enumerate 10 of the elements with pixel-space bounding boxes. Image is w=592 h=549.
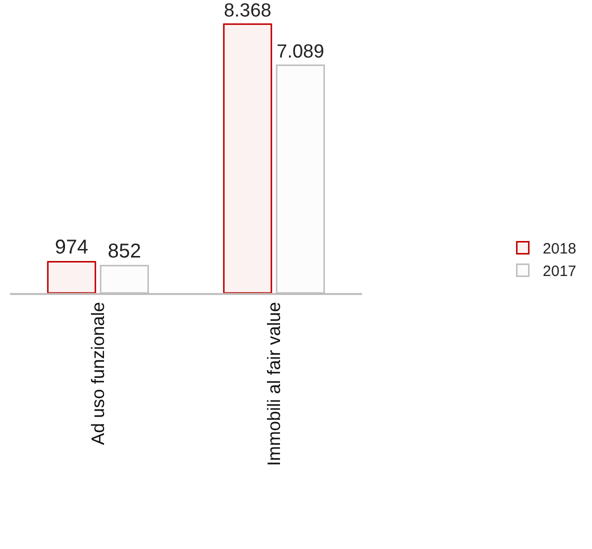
- bar: [223, 23, 272, 293]
- legend-label: 2017: [542, 263, 576, 280]
- data-label: 8.368: [224, 0, 272, 22]
- x-tick-label: Ad uso funzionale: [88, 302, 108, 446]
- data-label: 974: [54, 236, 88, 259]
- bar: [47, 260, 96, 293]
- x-tick-label: Immobili al fair value: [264, 302, 284, 466]
- data-label: 7.089: [276, 41, 324, 62]
- legend-label: 2018: [542, 240, 576, 258]
- data-label: 852: [108, 240, 142, 263]
